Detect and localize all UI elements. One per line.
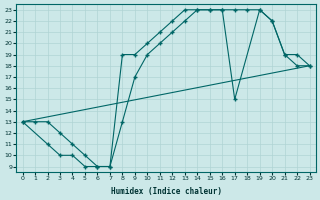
X-axis label: Humidex (Indice chaleur): Humidex (Indice chaleur) xyxy=(111,187,221,196)
